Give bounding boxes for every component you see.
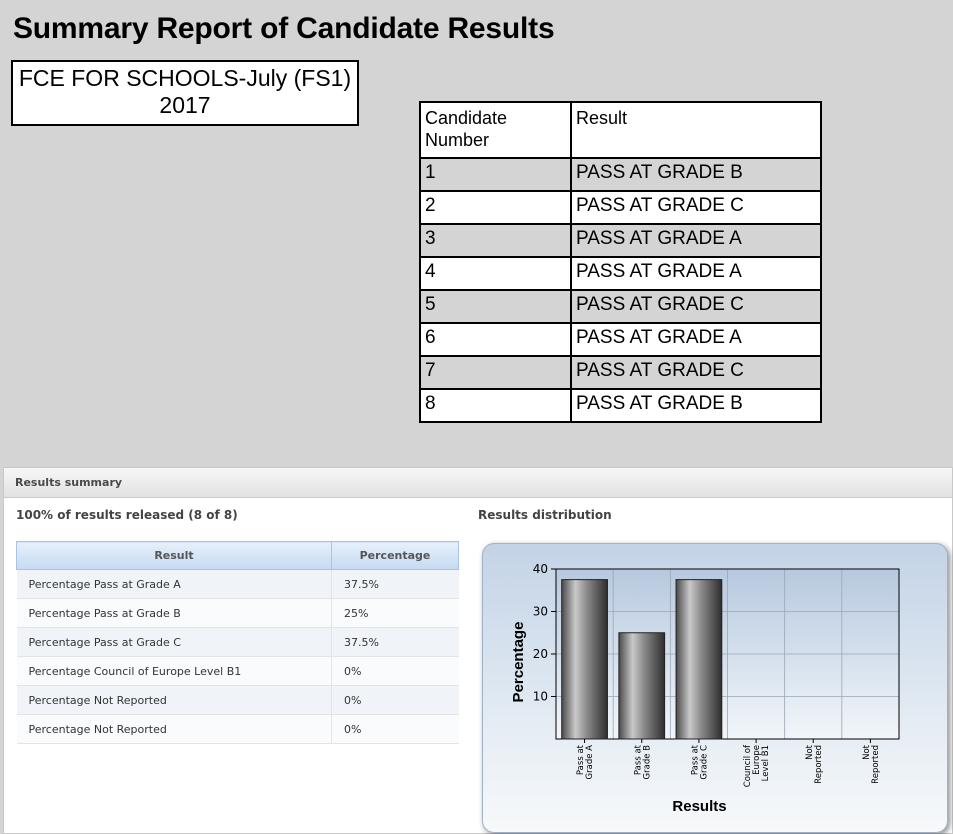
candidate-number: 4 (419, 256, 572, 291)
summary-result: Percentage Pass at Grade C (16, 627, 332, 657)
candidate-results-table: Candidate Number Result 1 PASS AT GRADE B… (419, 101, 822, 423)
summary-result: Percentage Council of Europe Level B1 (16, 656, 332, 686)
table-row: Percentage Pass at Grade B 25% (16, 598, 459, 628)
x-tick-label-line: Reported (871, 745, 881, 784)
y-tick-label: 10 (533, 690, 548, 704)
column-header-result[interactable]: Result (16, 541, 332, 570)
table-row: 3 PASS AT GRADE A (419, 223, 822, 258)
header-result: Result (570, 101, 822, 159)
bar (675, 579, 723, 740)
page-title: Summary Report of Candidate Results (13, 12, 555, 45)
x-tick-label-line: Council of (743, 744, 753, 787)
candidate-number: 5 (419, 289, 572, 324)
table-row: Percentage Pass at Grade A 37.5% (16, 569, 459, 599)
candidate-table-header: Candidate Number Result (419, 101, 822, 159)
results-distribution-chart: 10 20 30 40 Pass at Grade A Pass at Grade B Pass… (482, 543, 948, 833)
x-tick-label-line: Pass at (576, 744, 586, 775)
candidate-result: PASS AT GRADE A (570, 223, 822, 258)
results-released-text: 100% of results released (8 of 8) (16, 508, 238, 522)
x-tick-label: Pass at Grade A (576, 744, 595, 779)
x-tick-label: Not Reported (805, 744, 824, 783)
x-axis-label: Results (672, 798, 726, 815)
column-header-percentage[interactable]: Percentage (331, 541, 459, 570)
table-row: Percentage Not Reported 0% (16, 714, 459, 744)
candidate-result: PASS AT GRADE C (570, 355, 822, 390)
table-row: Percentage Pass at Grade C 37.5% (16, 627, 459, 657)
table-row: 8 PASS AT GRADE B (419, 388, 822, 423)
x-tick-label-line: Grade A (585, 745, 595, 780)
summary-result: Percentage Not Reported (16, 685, 332, 715)
table-row: 6 PASS AT GRADE A (419, 322, 822, 357)
results-summary-panel: Results summary 100% of results released… (3, 467, 953, 834)
summary-percentage: 0% (331, 714, 459, 744)
summary-percentage: 37.5% (331, 569, 459, 599)
bar (618, 632, 666, 740)
summary-result: Percentage Pass at Grade A (16, 569, 332, 599)
x-tick-label-line: Pass at (633, 744, 643, 775)
summary-percentage: 0% (331, 685, 459, 715)
candidate-number: 1 (419, 157, 572, 192)
summary-percentage: 37.5% (331, 627, 459, 657)
candidate-result: PASS AT GRADE A (570, 322, 822, 357)
x-tick-label-line: Europe (752, 745, 762, 775)
table-row: 2 PASS AT GRADE C (419, 190, 822, 225)
x-tick-label: Not Reported (862, 744, 881, 783)
plot-border (555, 568, 900, 740)
exam-name-box: FCE FOR SCHOOLS-July (FS1) 2017 (11, 60, 359, 126)
bar (561, 579, 608, 740)
results-summary-table: Result Percentage Percentage Pass at Gra… (16, 541, 459, 744)
summary-percentage: 25% (331, 598, 459, 628)
y-axis-label: Percentage (510, 622, 527, 703)
table-row: Percentage Not Reported 0% (16, 685, 459, 715)
candidate-result (570, 421, 822, 423)
x-tick-label-line: Not (862, 744, 872, 760)
x-tick-label-line: Not (805, 744, 815, 760)
x-tick-label: Pass at Grade C (690, 744, 709, 779)
y-tick-label: 40 (533, 562, 548, 576)
candidate-result: PASS AT GRADE B (570, 157, 822, 192)
candidate-number: 6 (419, 322, 572, 357)
candidate-result: PASS AT GRADE A (570, 256, 822, 291)
candidate-result: PASS AT GRADE B (570, 388, 822, 423)
x-tick-label-line: Reported (814, 745, 824, 784)
exam-name: FCE FOR SCHOOLS-July (FS1) (18, 65, 352, 91)
summary-result: Percentage Not Reported (16, 714, 332, 744)
candidate-result: PASS AT GRADE C (570, 289, 822, 324)
candidate-number: 7 (419, 355, 572, 390)
table-row: 7 PASS AT GRADE C (419, 355, 822, 390)
distribution-title: Results distribution (478, 508, 612, 522)
table-row: 1 PASS AT GRADE B (419, 157, 822, 192)
x-tick-label-line: Grade C (699, 745, 709, 780)
panel-header: Results summary (4, 468, 952, 498)
x-tick-label-line: Pass at (690, 744, 700, 775)
header-candidate-number: Candidate Number (419, 101, 572, 159)
candidate-result: PASS AT GRADE C (570, 190, 822, 225)
table-row: 4 PASS AT GRADE A (419, 256, 822, 291)
table-row: Percentage Council of Europe Level B1 0% (16, 656, 459, 686)
candidate-number: 8 (419, 388, 572, 423)
exam-year: 2017 (159, 92, 211, 118)
candidate-number (419, 421, 572, 423)
summary-percentage: 0% (331, 656, 459, 686)
table-row (419, 421, 822, 423)
candidate-number: 3 (419, 223, 572, 258)
x-tick-label: Council of Europe Level B1 (743, 744, 771, 787)
candidate-number: 2 (419, 190, 572, 225)
candidate-results-table-container[interactable]: Candidate Number Result 1 PASS AT GRADE B… (413, 101, 827, 423)
y-tick-label: 20 (533, 647, 548, 661)
x-tick-label-line: Grade B (642, 745, 652, 780)
table-row: 5 PASS AT GRADE C (419, 289, 822, 324)
x-tick-label: Pass at Grade B (633, 744, 652, 779)
x-tick-label-line: Level B1 (761, 745, 771, 781)
y-tick-label: 30 (533, 605, 548, 619)
summary-result: Percentage Pass at Grade B (16, 598, 332, 628)
